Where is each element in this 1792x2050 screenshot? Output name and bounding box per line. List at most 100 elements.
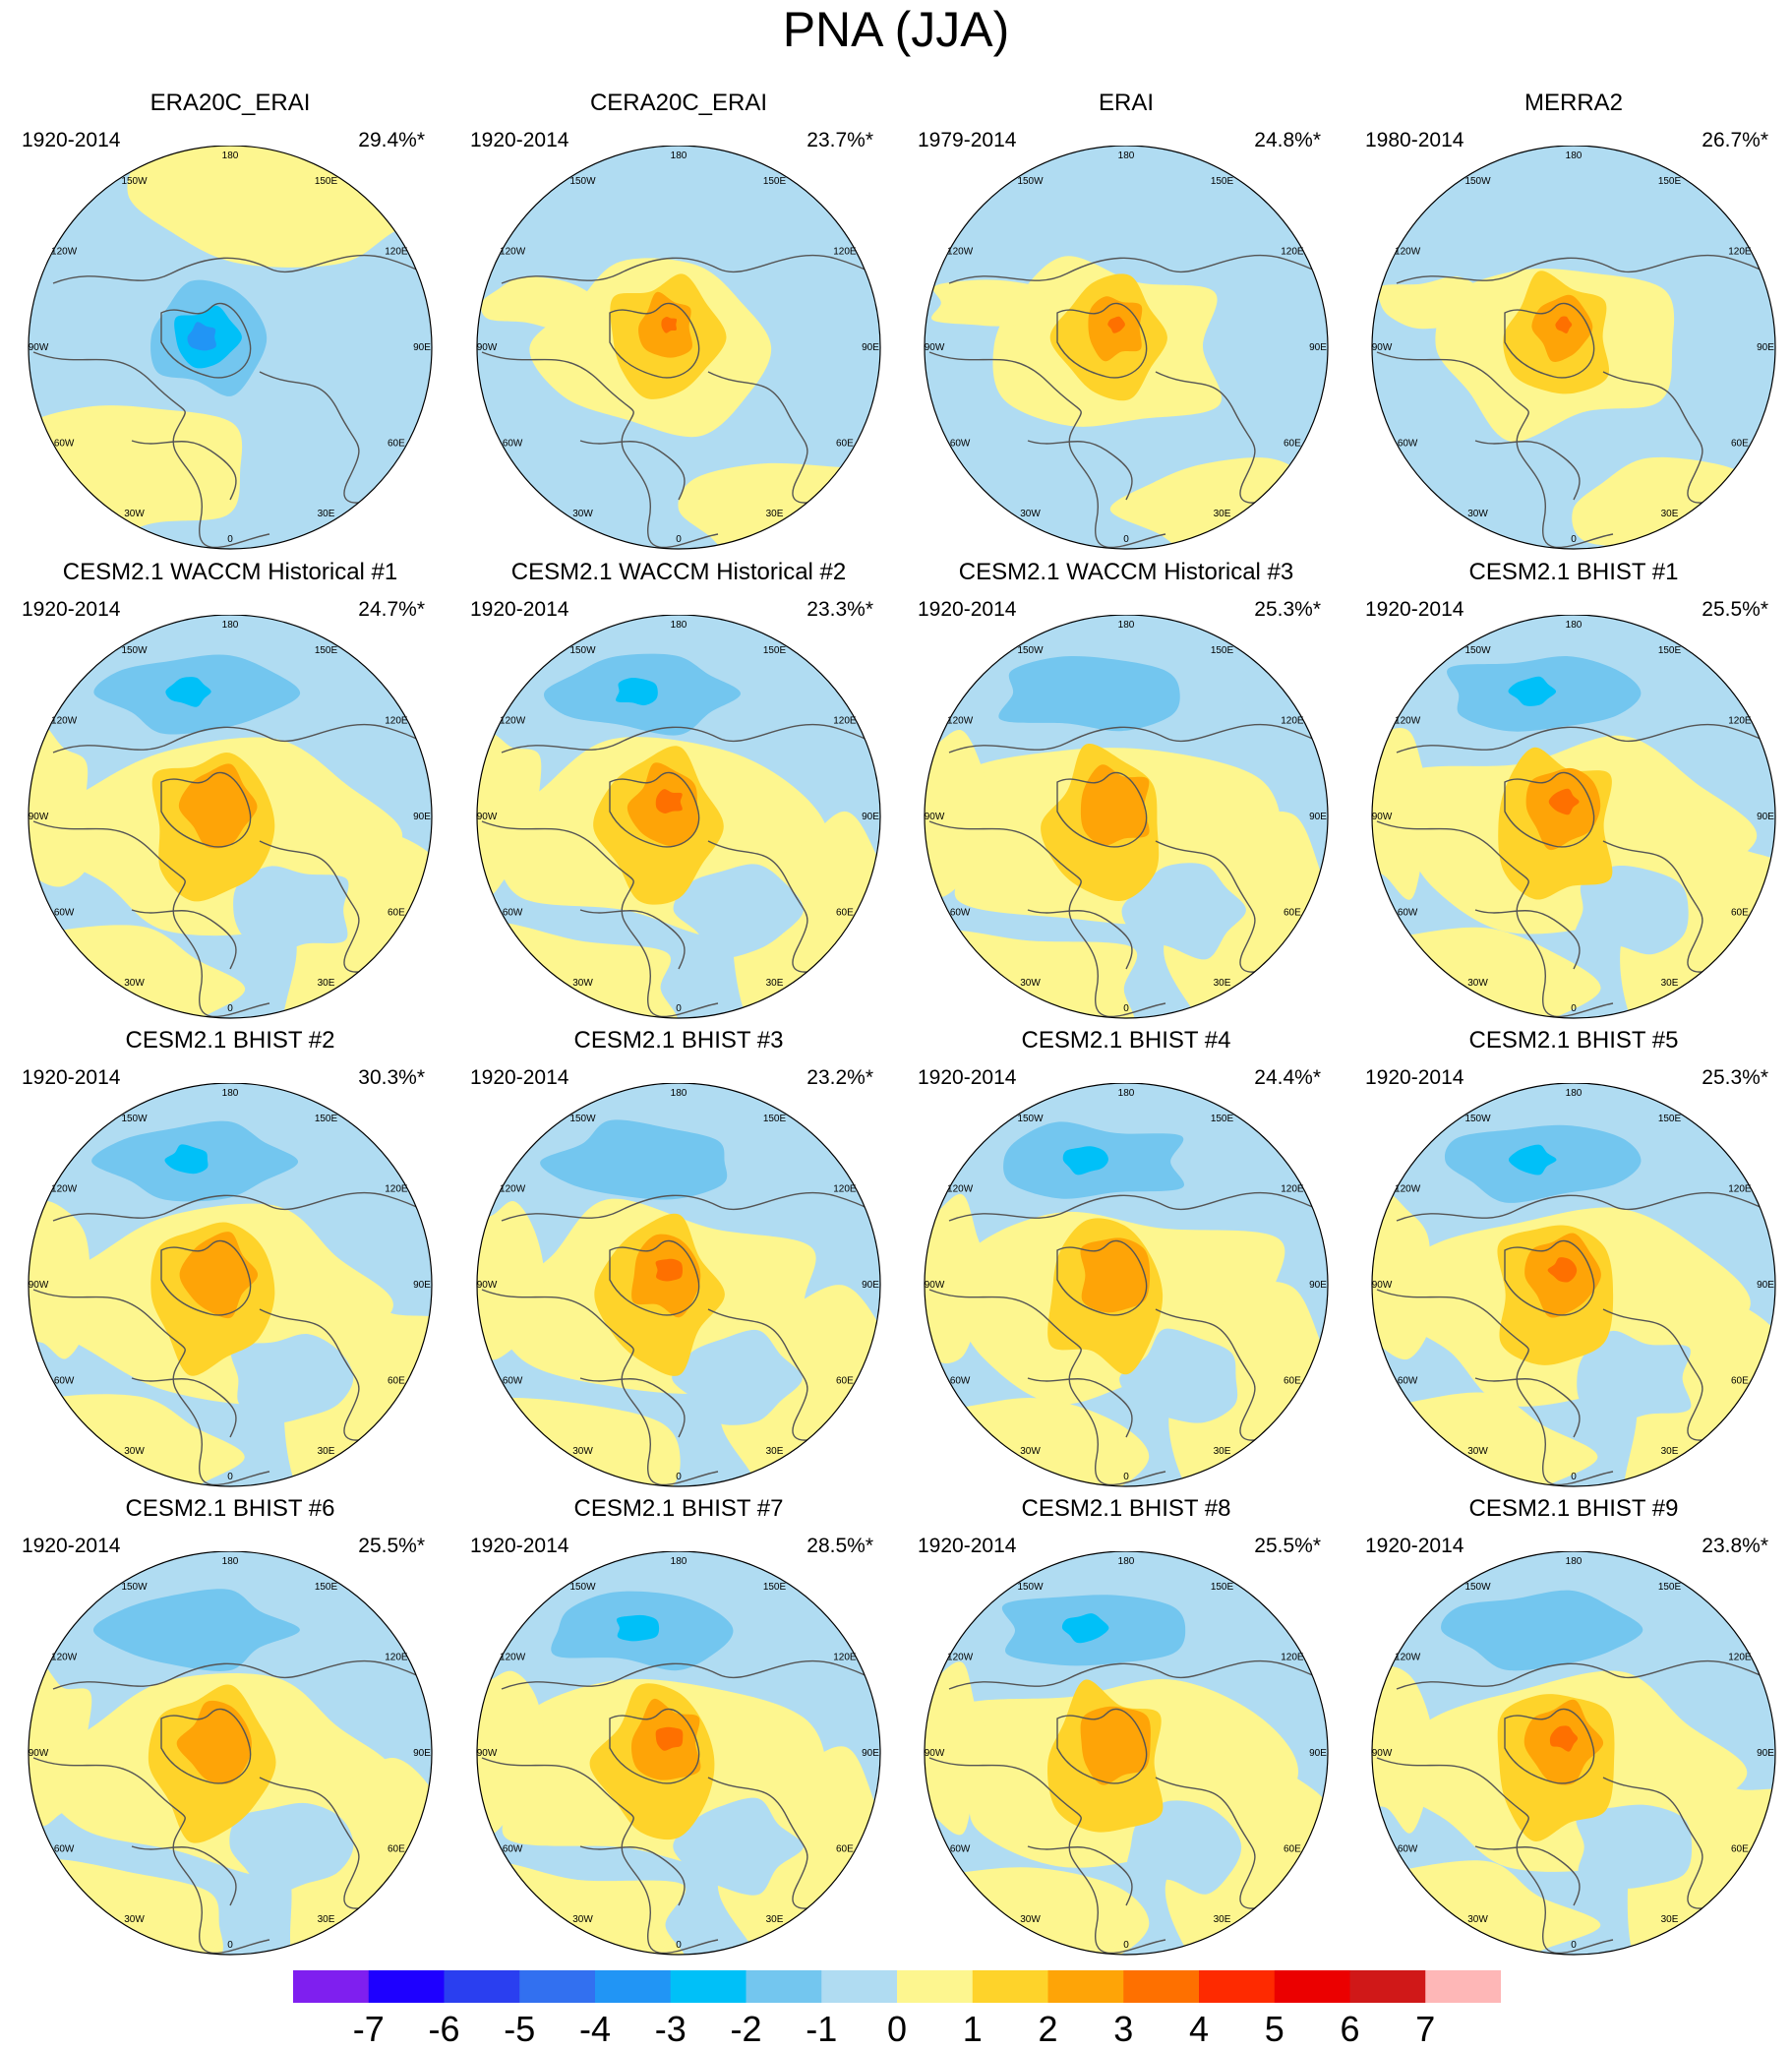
coastlines	[32, 1191, 432, 1486]
longitude-label: 150E	[1211, 1582, 1234, 1593]
longitude-label: 90W	[1372, 812, 1393, 822]
negative-region	[1126, 1800, 1242, 1895]
longitude-label: 90W	[477, 1748, 498, 1759]
longitude-label: 150E	[1211, 1114, 1234, 1124]
longitude-label: 120W	[51, 247, 78, 258]
negative-region	[1508, 676, 1557, 706]
longitude-label: 120E	[385, 1184, 408, 1195]
colorbar-swatch	[293, 1970, 370, 2003]
panel-title: CESM2.1 BHIST #6	[125, 1495, 335, 1522]
positive-region	[925, 930, 1138, 1018]
longitude-label: 90E	[862, 1748, 879, 1759]
panel-years: 1920-2014	[22, 129, 121, 151]
negative-region	[1577, 1330, 1692, 1422]
longitude-label: 90E	[1309, 812, 1327, 822]
longitude-label: 120E	[1728, 716, 1752, 727]
longitude-label: 120E	[833, 1184, 857, 1195]
colorbar-tick-label: -5	[504, 2009, 536, 2049]
longitude-label: 150E	[315, 1582, 338, 1593]
polar-map: 180 150E 120E 90E 60E 30E 0 30W 60W 90W 120W 150W	[476, 146, 881, 550]
longitude-label: 120W	[51, 1184, 78, 1195]
panel-years: 1920-2014	[1365, 1535, 1464, 1557]
map-boundary	[28, 146, 433, 550]
panel-variance: 30.3%*	[358, 1066, 425, 1089]
colorbar-swatch	[595, 1970, 672, 2003]
polar-map: 180 150E 120E 90E 60E 30E 0 30W 60W 90W 120W 150W	[476, 615, 881, 1019]
longitude-label: 150E	[315, 176, 338, 187]
negative-region	[673, 1797, 804, 1896]
colorbar-tick-label: 4	[1188, 2009, 1210, 2049]
longitude-label: 150E	[763, 1114, 787, 1124]
negative-region	[1576, 1804, 1693, 1890]
map-boundary	[28, 1083, 433, 1487]
colorbar-tick-label: 7	[1415, 2009, 1436, 2049]
longitude-label: 90E	[413, 812, 431, 822]
longitude-label: 0	[1571, 1472, 1577, 1482]
map-panel: CESM2.1 BHIST #8 1920-2014 25.5%* 180 150E 12…	[910, 1494, 1343, 1957]
longitude-label: 90W	[925, 812, 945, 822]
panel-variance: 23.2%*	[806, 1066, 873, 1089]
longitude-label: 90E	[1309, 342, 1327, 353]
longitude-label: 120E	[833, 247, 857, 258]
panel-variance: 25.3%*	[1702, 1066, 1768, 1089]
positive-region	[29, 1200, 90, 1359]
longitude-label: 90W	[477, 342, 498, 353]
longitude-label: 90E	[862, 342, 879, 353]
panel-title: MERRA2	[1523, 90, 1624, 116]
panel-title: ERAI	[1098, 90, 1154, 116]
longitude-label: 120E	[1281, 1184, 1304, 1195]
longitude-label: 150E	[763, 1582, 787, 1593]
map-panel: CESM2.1 BHIST #1 1920-2014 25.5%* 180 150E 12…	[1357, 558, 1790, 1020]
colorbar-tick-label: -3	[654, 2009, 687, 2049]
negative-region	[165, 677, 211, 707]
longitude-label: 90E	[1309, 1748, 1327, 1759]
longitude-label: 60E	[836, 1376, 854, 1387]
panel-title: CESM2.1 BHIST #8	[1021, 1495, 1231, 1522]
longitude-label: 60W	[1398, 908, 1418, 919]
longitude-label: 150W	[1017, 176, 1044, 187]
longitude-label: 0	[227, 1940, 233, 1951]
longitude-label: 0	[676, 1940, 682, 1951]
longitude-label: 90E	[1757, 1748, 1774, 1759]
panel-title: CESM2.1 BHIST #4	[1021, 1027, 1231, 1054]
panel-variance: 25.3%*	[1254, 598, 1321, 621]
longitude-label: 150W	[569, 1582, 596, 1593]
polar-map: 180 150E 120E 90E 60E 30E 0 30W 60W 90W 120W 150W	[1371, 615, 1776, 1019]
longitude-label: 30E	[1214, 509, 1231, 519]
polar-map: 180 150E 120E 90E 60E 30E 0 30W 60W 90W 120W 150W	[28, 146, 433, 550]
colorbar-tick-label: 3	[1113, 2009, 1134, 2049]
colorbar-tick-label: 5	[1264, 2009, 1284, 2049]
longitude-label: 60E	[1731, 439, 1749, 450]
longitude-label: 60W	[54, 908, 75, 919]
longitude-label: 150W	[1464, 176, 1491, 187]
longitude-label: 60E	[388, 439, 405, 450]
map-panel: CESM2.1 WACCM Historical #2 1920-2014 23.3…	[462, 558, 895, 1020]
map-panel: ERA20C_ERAI 1920-2014 29.4%* 180 150E 120E 90E…	[14, 89, 447, 551]
longitude-label: 120E	[1281, 247, 1304, 258]
longitude-label: 150W	[121, 1582, 148, 1593]
longitude-label: 30E	[1661, 1914, 1679, 1925]
panel-variance: 25.5%*	[358, 1535, 425, 1557]
polar-map: 180 150E 120E 90E 60E 30E 0 30W 60W 90W 120W 150W	[924, 1083, 1329, 1487]
longitude-label: 0	[227, 1003, 233, 1014]
longitude-label: 30E	[1214, 978, 1231, 989]
panel-title: CESM2.1 BHIST #5	[1468, 1027, 1679, 1054]
polar-map: 180 150E 120E 90E 60E 30E 0 30W 60W 90W 120W 150W	[28, 1551, 433, 1956]
longitude-label: 120W	[947, 1184, 974, 1195]
longitude-label: 30W	[1020, 1446, 1041, 1457]
longitude-label: 120E	[833, 1653, 857, 1663]
longitude-label: 60E	[836, 1844, 854, 1855]
negative-region	[616, 1614, 660, 1642]
longitude-label: 180	[671, 151, 687, 161]
polar-map: 180 150E 120E 90E 60E 30E 0 30W 60W 90W 120W 150W	[476, 1551, 881, 1956]
longitude-label: 30W	[1467, 1914, 1488, 1925]
colorbar-swatch	[1425, 1970, 1501, 2003]
polar-map: 180 150E 120E 90E 60E 30E 0 30W 60W 90W 120W 150W	[476, 1083, 881, 1487]
negative-region	[230, 1334, 354, 1423]
panel-title: CESM2.1 BHIST #3	[573, 1027, 784, 1054]
longitude-label: 120E	[385, 716, 408, 727]
longitude-label: 60E	[1731, 908, 1749, 919]
positive-region	[1080, 764, 1150, 846]
coastlines	[481, 254, 880, 549]
longitude-label: 60W	[950, 908, 971, 919]
